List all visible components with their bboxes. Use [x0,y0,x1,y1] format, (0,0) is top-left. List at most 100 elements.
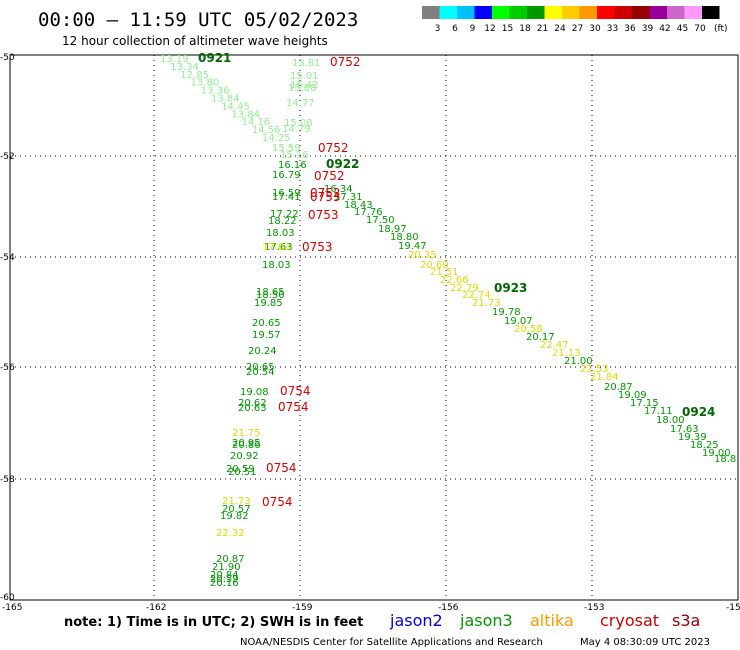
legend-swatch [492,6,510,19]
swh-value: 15.42 [290,80,319,91]
swh-value: 17.63 [264,242,293,253]
legend-swatch [422,6,440,19]
swh-value: 19.47 [398,241,427,252]
satellite-jason2: jason2 [389,611,443,630]
legend-unit: (ft) [714,24,728,34]
lat-tick: -50 [0,53,15,63]
swh-value: 13.36 [201,86,230,97]
swh-value: 13.81 [292,58,321,69]
lat-tick: -58 [0,475,15,485]
swh-value: 14.56 [252,125,281,136]
swh-value: 19.57 [252,330,281,341]
swh-value: 21.00 [564,356,593,367]
swh-value: 22.79 [450,283,479,294]
swh-value: 21.90 [212,562,241,573]
time-label-red: 0754 [266,461,297,475]
legend-swatch [544,6,562,19]
swh-value: 13.80 [191,78,220,89]
swh-value: 20.59 [226,464,255,475]
swh-value: 20.54 [246,367,275,378]
lat-tick: -56 [0,363,15,373]
time-label-red: 0754 [278,400,309,414]
legend-label: 42 [659,24,670,34]
legend-label: 12 [484,24,495,34]
footer-credit: NOAA/NESDIS Center for Satellite Applica… [240,637,543,648]
time-label-red: 0754 [280,384,311,398]
swh-value: 17.41 [272,192,301,203]
time-label-green: 0924 [682,405,715,419]
swh-value: 20.16 [210,578,239,589]
satellite-cryosat: cryosat [600,611,659,630]
legend-label: 3 [435,24,441,34]
swh-value: 15.59 [272,143,301,154]
swh-value: 20.24 [248,346,277,357]
swh-value: 18.65 [256,287,285,298]
swh-value: 22.32 [216,528,245,539]
swh-value: 20.87 [216,554,245,565]
time-label-red: 0752 [310,186,341,200]
swh-value: 19.39 [678,432,707,443]
swh-value: 16.16 [278,160,307,171]
swh-value: 19.09 [618,390,647,401]
swh-value: 22.66 [440,275,469,286]
legend-label: 27 [572,24,583,34]
swh-value: 16.34 [324,184,353,195]
swh-value: 21.73 [222,496,251,507]
legend-label: 15 [502,24,513,34]
swh-value: 20.84 [210,570,239,581]
legend-swatch [614,6,632,19]
swh-value: 13.19 [160,54,189,65]
swh-value: 14.77 [286,98,315,109]
lat-tick: -54 [0,253,15,263]
swh-value: 15.88 [288,83,317,94]
swh-value: 18.22 [268,216,297,227]
swh-value: 13.84 [211,94,240,105]
lat-tick: -60 [0,593,15,603]
swh-value: 17.76 [354,207,383,218]
swh-value: 14.79 [282,124,311,135]
swh-value: 20.65 [252,318,281,329]
swh-value: 20.63 [238,403,267,414]
swh-value: 20.59 [210,574,239,585]
swh-value: 14.45 [221,101,250,112]
swh-value: 16.59 [272,188,301,199]
legend-swatch [457,6,475,19]
swh-value: 13.84 [231,109,260,120]
swh-value: 17.11 [644,406,673,417]
time-label-red: 0753 [308,208,339,222]
legend-swatch [509,6,527,19]
lon-tick: -153 [584,603,604,613]
satellite-jason3: jason3 [459,611,513,630]
swh-value: 17.63 [262,242,291,253]
swh-value: 20.95 [232,438,261,449]
swh-value: 21.13 [552,348,581,359]
swh-value: 18.25 [690,440,719,451]
swh-value: 21.75 [232,428,261,439]
swh-value: 22.53 [580,364,609,375]
time-label-green: 0923 [494,281,527,295]
lon-tick: -156 [438,603,459,613]
legend-label: 45 [677,24,688,34]
swh-value: 19.85 [254,298,283,309]
swh-value: 22.47 [540,340,569,351]
swh-value: 16.79 [272,170,301,181]
time-label-red: 0752 [314,169,345,183]
legend-swatch [649,6,667,19]
swh-value: 13.34 [170,62,199,73]
swh-value: 18.50 [256,290,285,301]
legend-label: 24 [554,24,566,34]
swh-value: 20.58 [514,324,543,335]
time-label-green: 0922 [326,157,359,171]
swh-value: 15.16 [280,150,309,161]
swh-value: 20.57 [222,504,251,515]
legend-label: 39 [642,24,654,34]
lon-tick: -162 [146,603,166,613]
swh-value: 18.80 [390,232,419,243]
swh-value: 19.07 [504,316,533,327]
swh-value: 17.22 [270,209,299,220]
swh-value: 22.74 [462,290,491,301]
swh-value: 18.03 [262,260,291,271]
swh-value: 17.31 [334,192,363,203]
swh-value: 20.35 [408,250,437,261]
map-title: 00:00 – 11:59 UTC 05/02/2023 [38,9,358,31]
